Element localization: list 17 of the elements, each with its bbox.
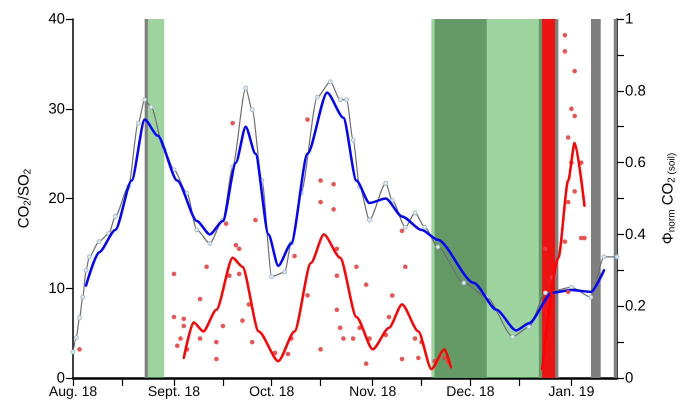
y-tick-label: 20 — [48, 190, 65, 207]
y-tick-label: 40 — [48, 10, 65, 28]
y-tick-label: 30 — [48, 100, 65, 118]
x-tick-label: Nov. 18 — [349, 383, 396, 399]
x-tick-label: Oct. 18 — [249, 383, 294, 399]
y2-tick-label: 1 — [625, 10, 634, 28]
y2-tick-label: 0.6 — [625, 154, 646, 172]
y2-axis-title: Φnorm CO2 (soil) — [660, 152, 678, 244]
x-tick-label: Dec. 18 — [446, 383, 495, 399]
y2-tick-label: 0.2 — [625, 298, 646, 315]
y-axis-title: CO2/SO2 — [16, 168, 34, 228]
y-tick-label: 10 — [48, 280, 65, 297]
y2-tick-label: 0.8 — [625, 82, 646, 100]
x-tick-label: Jan. 19 — [548, 383, 595, 399]
y2-tick-label: 0.4 — [625, 226, 646, 243]
y2-tick-label: 0 — [625, 370, 634, 386]
x-tick-label: Sept. 18 — [148, 383, 200, 399]
